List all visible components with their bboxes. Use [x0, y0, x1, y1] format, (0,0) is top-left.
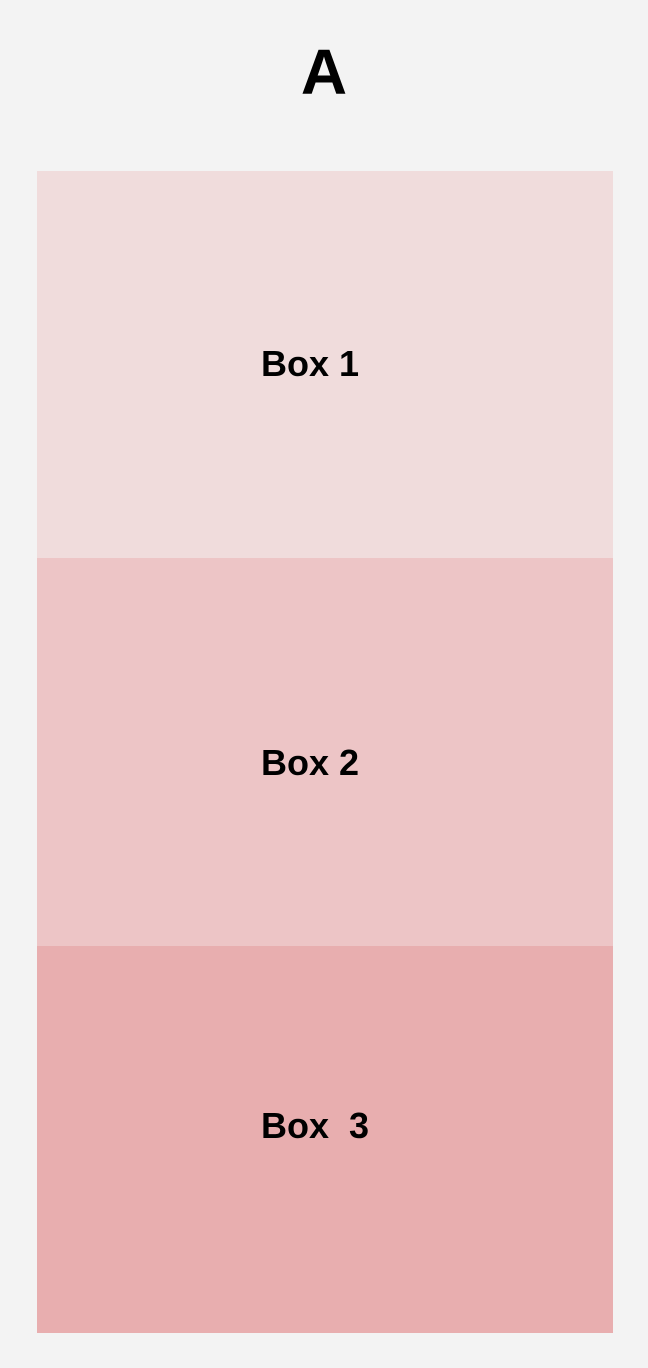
box-2-label: Box 2 [261, 742, 360, 783]
box-2: Box 2 [37, 558, 613, 946]
box-1: Box 1 [37, 171, 613, 558]
box-3: Box 3 [37, 946, 613, 1333]
box-1-label: Box 1 [261, 343, 360, 384]
page-title: A [300, 36, 348, 108]
box-3-label: Box 3 [261, 1105, 370, 1146]
